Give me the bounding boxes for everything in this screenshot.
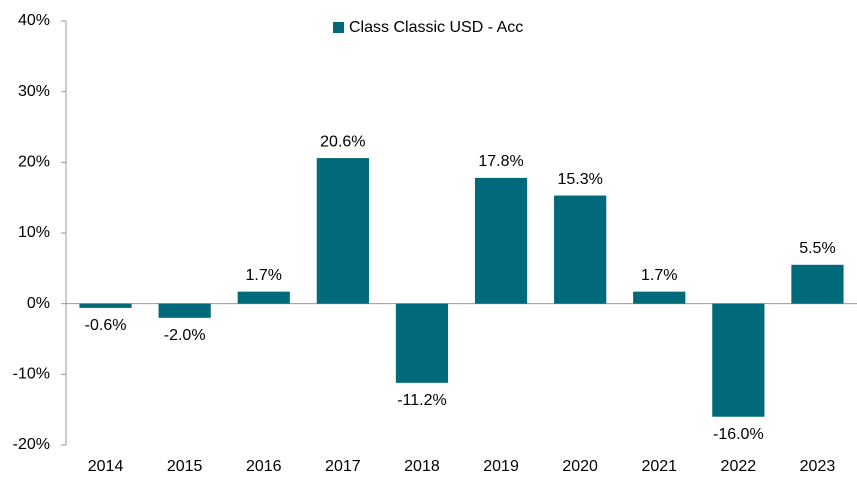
data-label: 1.7% [246, 267, 282, 284]
x-tick-label: 2022 [721, 458, 757, 475]
y-tick-label: 30% [18, 83, 50, 100]
x-tick-label: 2018 [404, 458, 440, 475]
legend-swatch [333, 22, 344, 33]
bar [237, 291, 290, 304]
x-tick-label: 2016 [246, 458, 282, 475]
x-tick-label: 2014 [88, 458, 124, 475]
data-label: 15.3% [557, 171, 602, 188]
y-tick-label: 40% [18, 12, 50, 29]
bar [474, 177, 528, 304]
bar [633, 291, 686, 304]
bar [158, 303, 211, 318]
bar [554, 195, 607, 304]
data-label: -2.0% [164, 327, 206, 344]
bar [316, 158, 369, 304]
data-label: -16.0% [713, 426, 764, 443]
data-label: -11.2% [397, 392, 447, 409]
y-tick-label: 10% [18, 224, 50, 241]
bar [79, 303, 132, 308]
y-tick-label: -20% [13, 436, 50, 453]
y-tick-label: -10% [13, 366, 50, 383]
bar [712, 303, 765, 417]
legend-label: Class Classic USD - Acc [349, 19, 523, 36]
bar [395, 303, 449, 383]
x-tick-label: 2019 [483, 458, 519, 475]
data-label: 20.6% [320, 133, 365, 150]
data-label: 1.7% [641, 267, 677, 284]
x-tick-label: 2017 [325, 458, 361, 475]
y-tick-label: 20% [18, 154, 50, 171]
y-tick-label: 0% [27, 295, 50, 312]
data-label: 17.8% [478, 153, 523, 170]
x-tick-label: 2023 [800, 458, 836, 475]
data-label: 5.5% [799, 240, 835, 257]
x-tick-label: 2021 [641, 458, 677, 475]
x-tick-label: 2020 [562, 458, 598, 475]
bar [791, 264, 844, 304]
data-label: -0.6% [85, 317, 127, 334]
x-tick-label: 2015 [167, 458, 203, 475]
